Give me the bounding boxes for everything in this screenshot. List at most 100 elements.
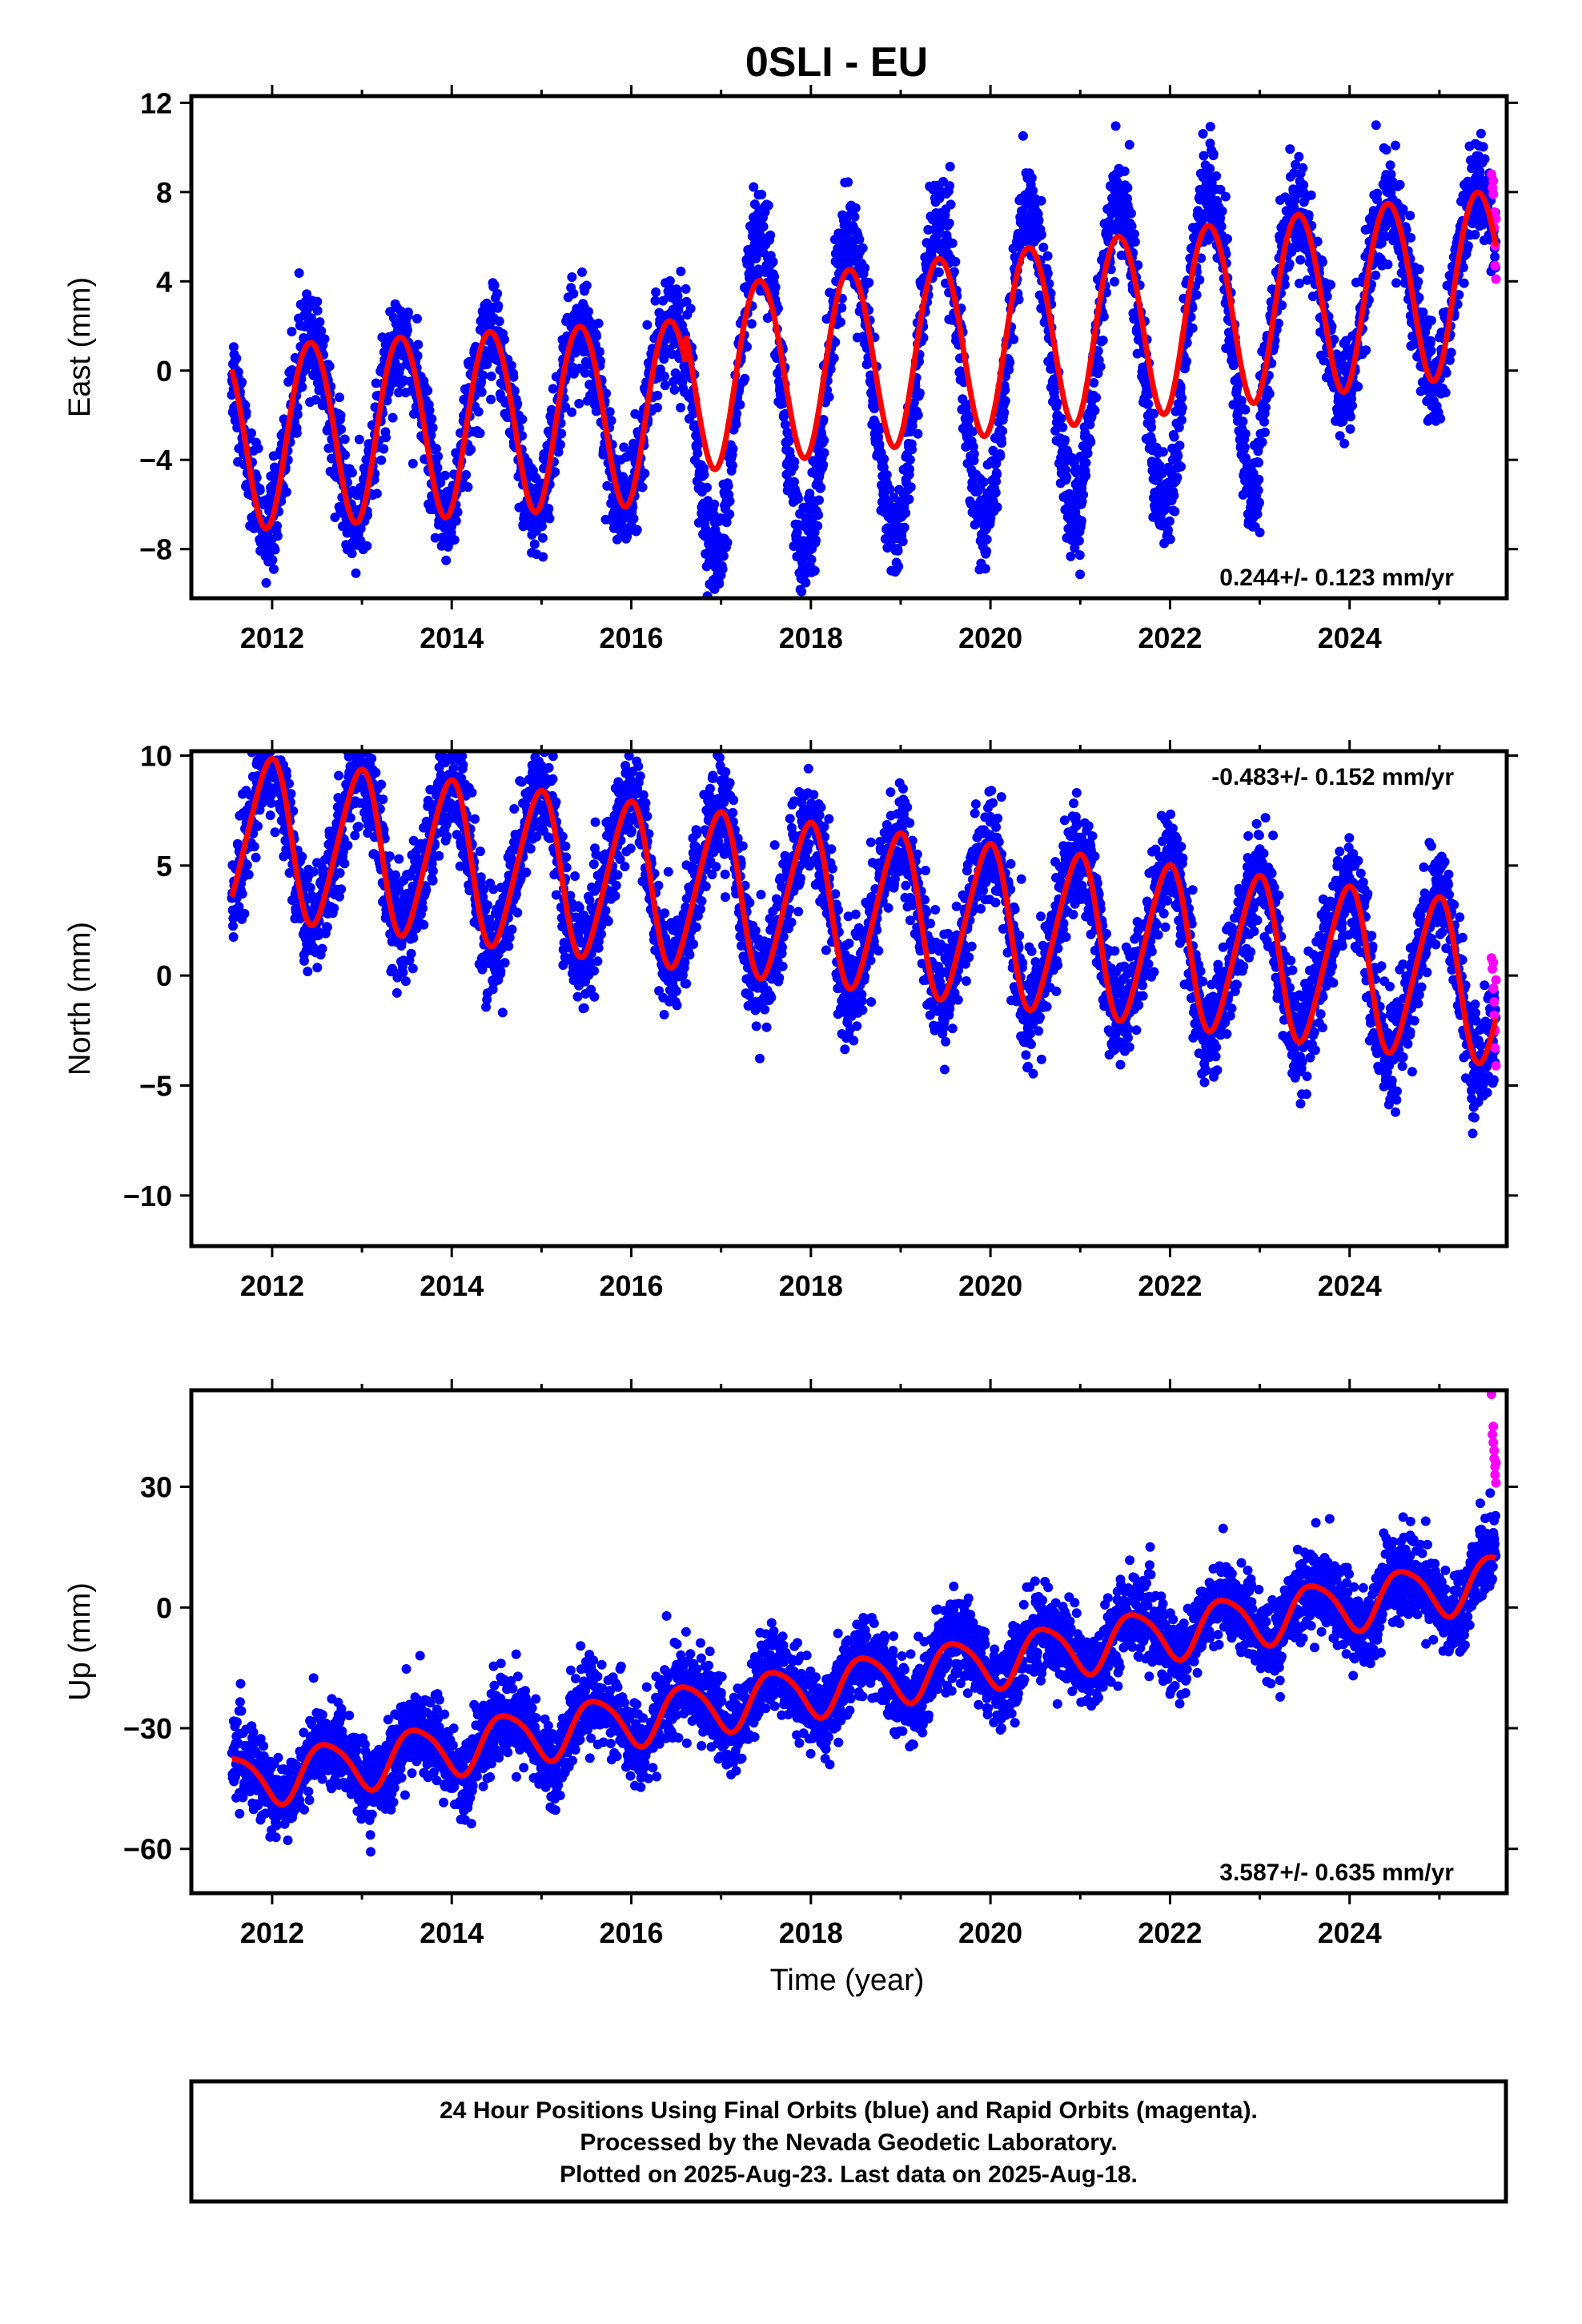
east-final-point (879, 454, 889, 464)
east-final-point (1062, 472, 1072, 482)
east-final-point (809, 565, 820, 576)
east-final-point (544, 504, 554, 514)
east-final-point (433, 451, 444, 461)
east-final-point (1386, 169, 1396, 179)
east-final-point (255, 485, 265, 496)
east-final-point (789, 456, 800, 467)
east-final-point (860, 263, 870, 273)
east-final-point (335, 410, 346, 420)
east-final-point (475, 428, 485, 438)
east-final-point (881, 470, 892, 480)
east-final-point (1076, 516, 1086, 526)
east-final-point (1163, 525, 1173, 535)
east-final-point (1196, 253, 1207, 263)
east-final-point (376, 455, 387, 465)
east-final-point (529, 539, 540, 549)
east-final-point (667, 349, 677, 360)
east-final-point (1322, 292, 1332, 302)
east-final-point (1208, 149, 1219, 159)
east-final-point (749, 182, 759, 192)
east-final-point (780, 420, 790, 430)
east-final-point (849, 211, 860, 222)
east-final-point (1239, 442, 1250, 452)
east-final-point (905, 464, 914, 474)
east-final-point (362, 541, 372, 551)
east-final-point (907, 444, 917, 455)
east-ytick-label: 0 (156, 355, 172, 388)
east-final-point (681, 296, 692, 307)
east-final-point (681, 283, 691, 294)
east-final-point (548, 384, 558, 394)
east-final-point (1284, 259, 1295, 269)
east-final-point (486, 394, 496, 404)
east-final-point (272, 531, 283, 541)
east-final-point (1294, 151, 1304, 162)
east-final-point (768, 256, 778, 267)
east-final-point (829, 353, 839, 364)
east-ytick-label: −8 (139, 533, 172, 566)
east-final-point (1070, 543, 1080, 553)
north-final-point (264, 726, 274, 736)
east-final-point (813, 510, 824, 520)
east-final-point (531, 473, 541, 484)
east-final-point (1074, 550, 1085, 561)
east-final-point (1452, 300, 1463, 309)
east-final-point (1014, 295, 1024, 304)
north-final-point (269, 787, 279, 798)
east-final-point (999, 408, 1010, 418)
east-final-point (517, 414, 528, 424)
north-final-point (275, 739, 284, 749)
east-final-point (382, 396, 392, 406)
east-final-point (958, 394, 968, 404)
east-final-point (699, 469, 709, 480)
east-final-point (478, 370, 488, 380)
east-final-point (302, 289, 312, 300)
east-final-point (813, 521, 823, 531)
east-final-point (231, 353, 242, 364)
east-final-point (1253, 485, 1263, 496)
east-final-point (998, 426, 1008, 436)
east-final-point (387, 412, 398, 423)
east-final-point (642, 320, 652, 330)
east-final-point (574, 399, 584, 408)
east-final-point (1259, 416, 1270, 427)
east-ytick-label: −4 (139, 444, 172, 476)
east-final-point (237, 377, 247, 388)
east-final-point (1345, 424, 1355, 434)
east-final-point (567, 407, 577, 417)
north-final-point (270, 827, 280, 838)
east-final-point (909, 397, 919, 408)
east-final-point (596, 356, 605, 366)
east-final-point (947, 238, 958, 248)
east-final-point (1089, 378, 1099, 388)
east-final-point (1199, 151, 1209, 161)
east-final-point (992, 469, 1002, 480)
east-final-point (1273, 318, 1283, 328)
east-final-point (950, 256, 961, 267)
north-final-point (286, 789, 296, 799)
east-final-point (1169, 490, 1179, 501)
east-final-point (628, 513, 639, 524)
east-final-point (905, 482, 916, 493)
east-final-point (1353, 381, 1363, 392)
north-final-point (237, 889, 247, 899)
east-final-point (593, 318, 604, 328)
east-final-point (595, 347, 605, 357)
east-final-point (1335, 431, 1345, 441)
east-final-point (1381, 145, 1391, 155)
east-final-point (656, 364, 665, 375)
east-final-point (473, 407, 484, 417)
east-final-point (1042, 251, 1053, 261)
east-final-point (1126, 221, 1137, 231)
east-final-point (1133, 260, 1143, 271)
east-final-point (837, 303, 847, 313)
east-final-point (899, 522, 909, 533)
east-final-point (874, 440, 885, 450)
east-final-point (792, 527, 802, 537)
north-final-point (234, 902, 244, 912)
east-final-point (1418, 308, 1428, 317)
east-final-point (506, 360, 516, 371)
east-y-axis-label: East (mm) (63, 277, 97, 417)
